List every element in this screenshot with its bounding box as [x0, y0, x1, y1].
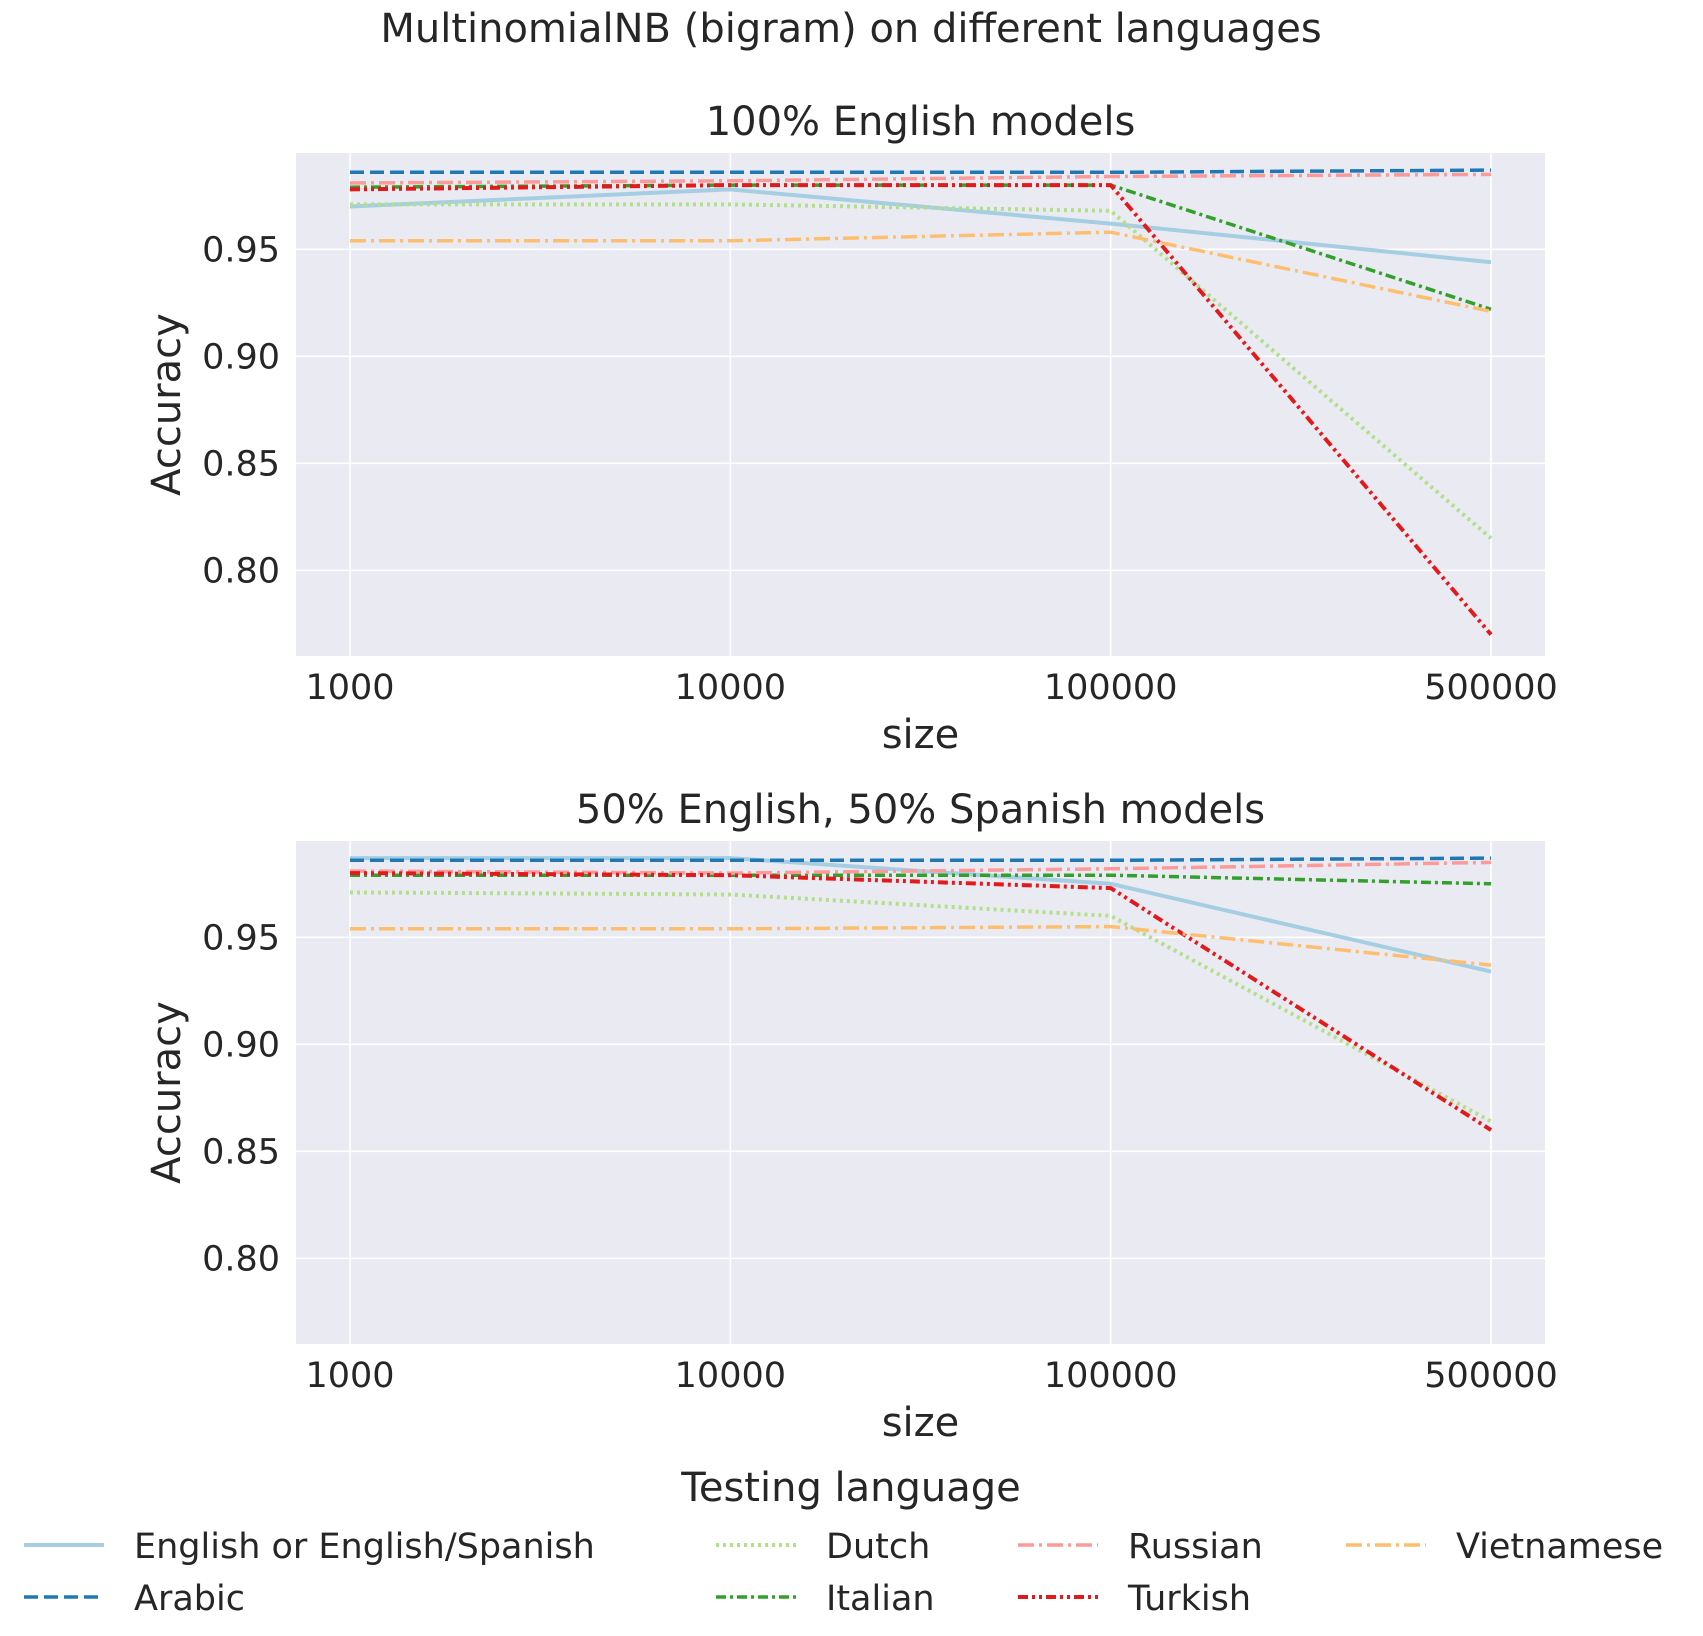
- figure-title: MultinomialNB (bigram) on different lang…: [380, 6, 1321, 52]
- y-tick-label: 0.95: [202, 918, 280, 958]
- y-tick-label: 0.90: [202, 1025, 280, 1065]
- chart-panel-english: 1000 10000 100000 500000 0.80 0.85 0.90 0.95 100…: [144, 99, 1558, 758]
- series-line-arabic: [350, 856, 1492, 863]
- legend-label-russian: Russian: [1128, 1527, 1263, 1567]
- series-line-vietnamese: [350, 924, 1492, 967]
- series-line-arabic: [350, 168, 1492, 175]
- series-line-turkish: [349, 183, 1493, 636]
- series-line-dutch: [350, 202, 1493, 540]
- x-tick-label: 1000: [305, 668, 394, 708]
- chart-title: 100% English models: [706, 99, 1136, 145]
- y-tick-label: 0.80: [202, 1239, 280, 1279]
- y-tick-label: 0.85: [202, 1132, 280, 1172]
- x-tick-label: 500000: [1424, 668, 1558, 708]
- legend: Testing language English or English/Span…: [24, 1465, 1663, 1619]
- x-tick-label: 500000: [1424, 1356, 1558, 1396]
- y-axis-label: Accuracy: [144, 1001, 190, 1184]
- y-axis-label: Accuracy: [144, 313, 190, 496]
- legend-label-arabic: Arabic: [134, 1579, 245, 1619]
- series-line-turkish: [349, 871, 1493, 1132]
- x-tick-label: 100000: [1044, 668, 1178, 708]
- x-axis-label: size: [882, 712, 960, 758]
- y-tick-label: 0.95: [202, 230, 280, 270]
- legend-label-turkish: Turkish: [1127, 1579, 1251, 1619]
- legend-label-dutch: Dutch: [826, 1527, 930, 1567]
- legend-title: Testing language: [680, 1465, 1021, 1511]
- series-line-russian: [349, 172, 1492, 185]
- y-tick-label: 0.90: [202, 337, 280, 377]
- legend-label-english-or-english-spanish: English or English/Spanish: [134, 1527, 595, 1567]
- y-tick-label: 0.85: [202, 444, 280, 484]
- series-line-russian: [349, 860, 1492, 875]
- legend-label-vietnamese: Vietnamese: [1456, 1527, 1663, 1567]
- series-line-english-or-english-spanish: [350, 856, 1492, 974]
- series-line-dutch: [349, 890, 1492, 1124]
- plot-area: [296, 841, 1545, 1344]
- x-axis-label: size: [882, 1400, 960, 1446]
- x-tick-label: 100000: [1044, 1356, 1178, 1396]
- x-tick-label: 10000: [675, 1356, 786, 1396]
- y-tick-label: 0.80: [202, 551, 280, 591]
- chart-panel-english-spanish: 1000 10000 100000 500000 0.80 0.85 0.90 0.95 50%…: [144, 787, 1558, 1446]
- series-line-english-or-english-spanish: [349, 187, 1492, 265]
- legend-label-italian: Italian: [826, 1579, 935, 1619]
- x-tick-label: 10000: [675, 668, 786, 708]
- plot-area: [296, 153, 1545, 656]
- x-tick-label: 1000: [305, 1356, 394, 1396]
- chart-title: 50% English, 50% Spanish models: [576, 787, 1265, 833]
